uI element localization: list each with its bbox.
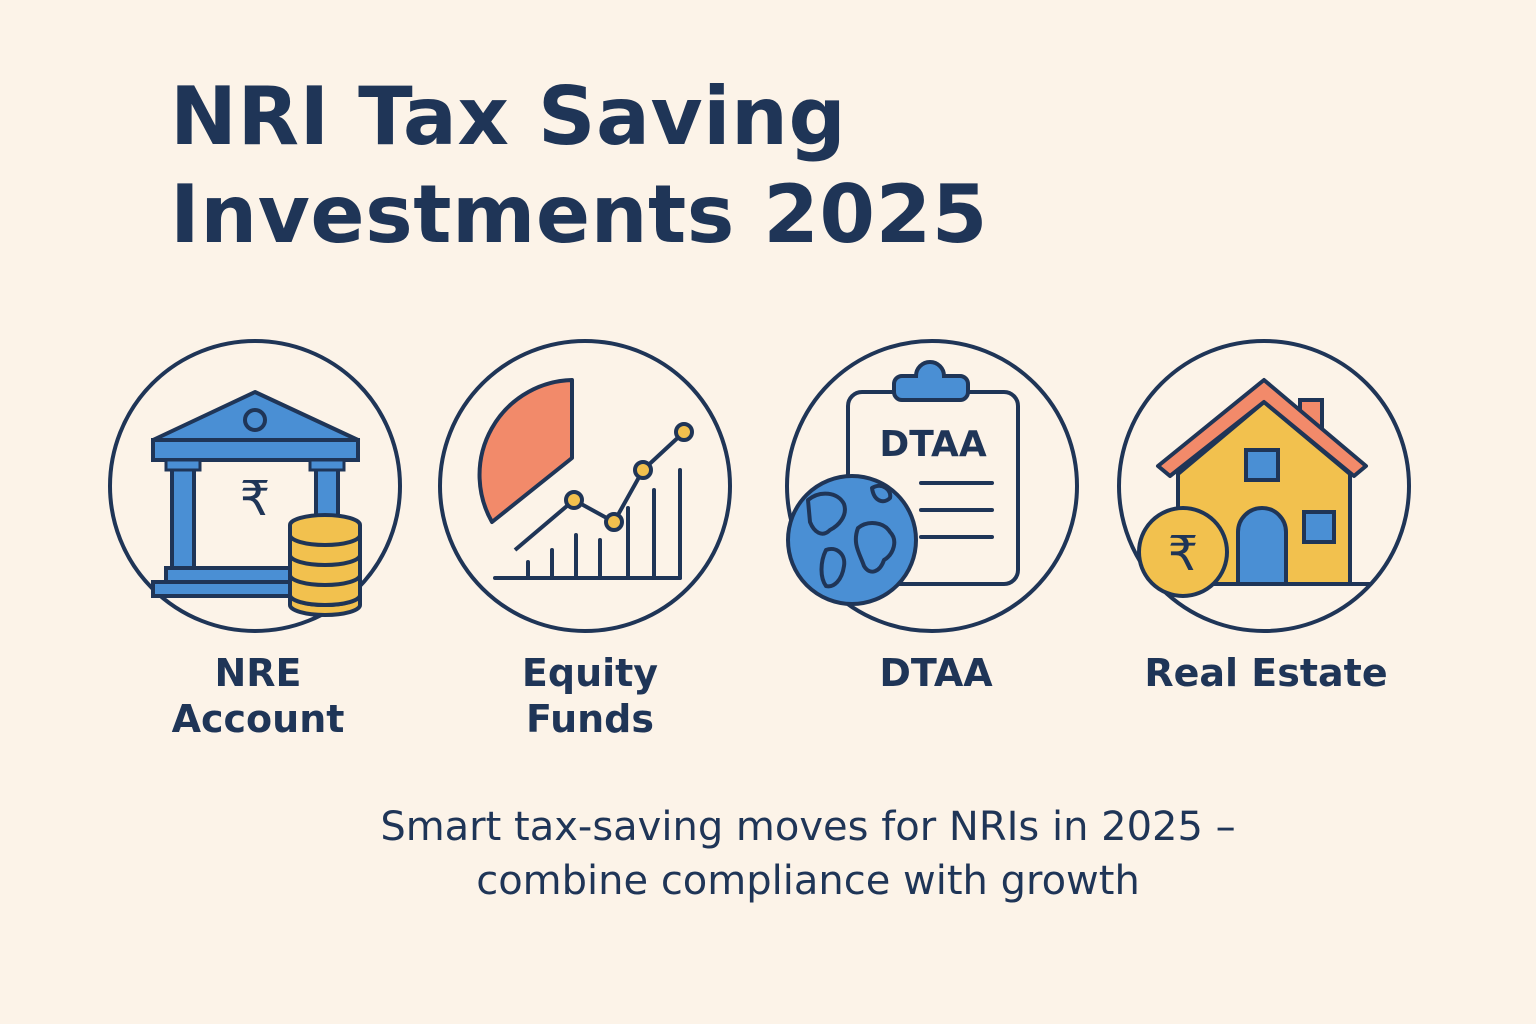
item-label: DTAA <box>879 651 993 695</box>
title-line-1: NRI Tax Saving <box>170 70 847 163</box>
item-label: Real Estate <box>1144 651 1388 695</box>
page-subtitle: Smart tax-saving moves for NRIs in 2025 … <box>268 800 1348 908</box>
clipboard-globe-icon: DTAA <box>785 339 1079 633</box>
rupee-symbol: ₹ <box>1168 526 1199 582</box>
house-with-rupee-coin-icon: ₹ <box>1117 339 1411 633</box>
title-line-2: Investments 2025 <box>170 168 988 261</box>
item-label: Equity Funds <box>521 651 659 741</box>
bank-with-coins-icon: ₹ <box>108 339 402 633</box>
subtitle-line-2: combine compliance with growth <box>476 858 1140 904</box>
item-label: NRE Account <box>171 651 345 741</box>
subtitle-line-1: Smart tax-saving moves for NRIs in 2025 … <box>380 804 1236 850</box>
pie-and-growth-chart-icon <box>438 339 732 633</box>
page-title: NRI Tax Saving Investments 2025 <box>170 68 988 264</box>
clipboard-text: DTAA <box>879 424 987 465</box>
rupee-symbol: ₹ <box>240 471 271 527</box>
